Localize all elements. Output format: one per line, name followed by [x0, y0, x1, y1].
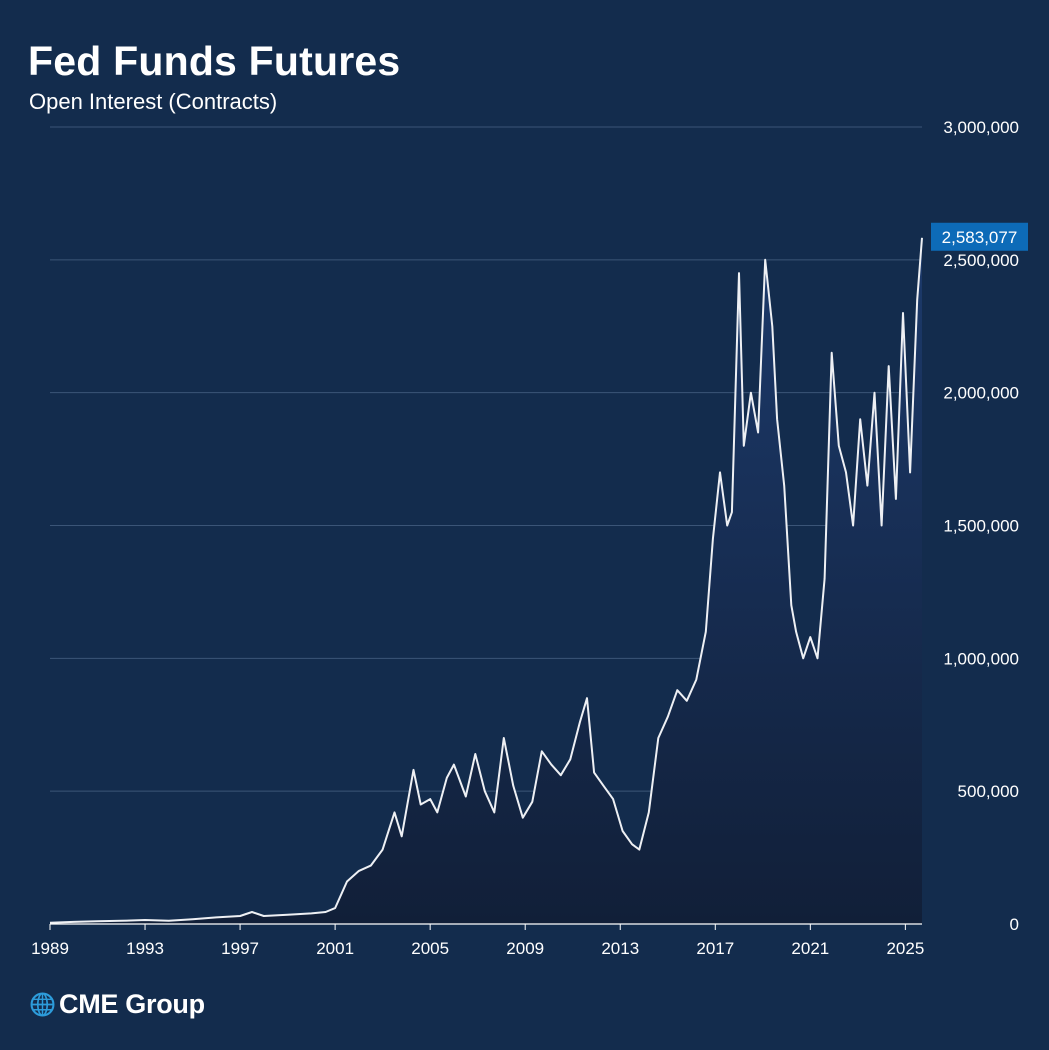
y-tick-label: 2,000,000: [943, 384, 1019, 403]
y-tick-label: 500,000: [958, 782, 1019, 801]
cme-logo: CME Group: [30, 989, 205, 1020]
x-tick-label: 2021: [791, 939, 829, 958]
x-tick-label: 1989: [31, 939, 69, 958]
chart-subtitle: Open Interest (Contracts): [29, 89, 278, 114]
x-tick-label: 1993: [126, 939, 164, 958]
x-tick-label: 2001: [316, 939, 354, 958]
globe-icon: [30, 992, 55, 1017]
series-area: [50, 237, 922, 925]
y-tick-label: 3,000,000: [943, 118, 1019, 137]
last-value-badge: [931, 222, 1028, 251]
y-tick-label: 0: [1010, 915, 1019, 934]
series-line: [49, 237, 923, 924]
y-tick-label: 1,500,000: [943, 517, 1019, 536]
brand-name: CME Group: [59, 989, 205, 1019]
x-tick-label: 1997: [221, 939, 259, 958]
y-tick-label: 2,500,000: [943, 251, 1019, 270]
x-tick-label: 2025: [886, 939, 924, 958]
x-tick-label: 2005: [411, 939, 449, 958]
chart-title: Fed Funds Futures: [28, 38, 401, 84]
y-tick-label: 1,000,000: [943, 649, 1019, 668]
x-tick-label: 2009: [506, 939, 544, 958]
x-tick-label: 2017: [696, 939, 734, 958]
last-value-label: 2,583,077: [942, 228, 1018, 247]
x-tick-label: 2013: [601, 939, 639, 958]
